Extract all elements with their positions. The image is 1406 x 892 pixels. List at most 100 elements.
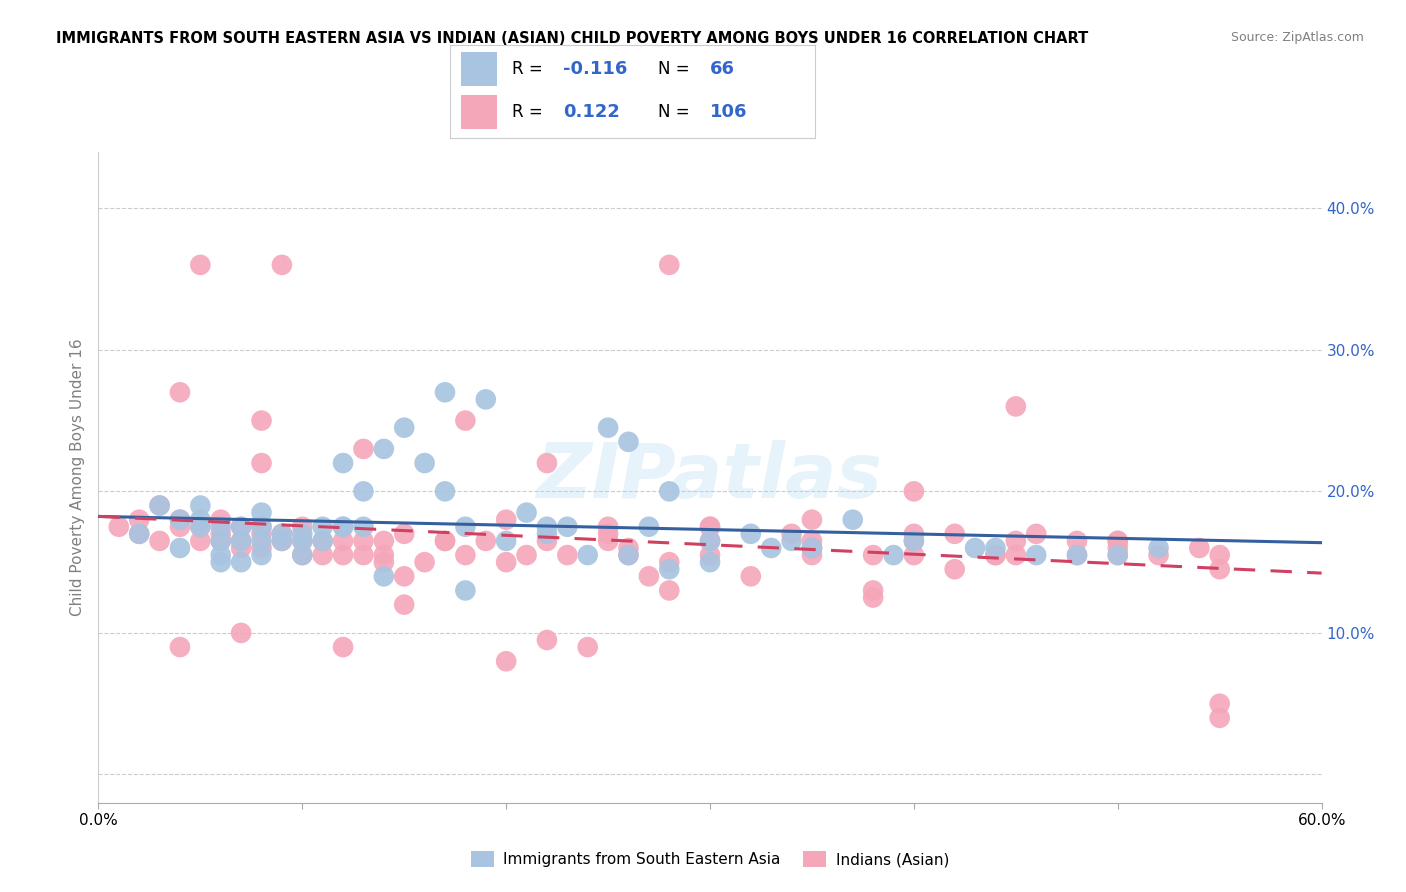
Point xyxy=(209,533,232,548)
Point xyxy=(128,513,150,527)
Point xyxy=(903,526,925,541)
Point xyxy=(250,548,273,562)
Point xyxy=(312,533,335,548)
Point xyxy=(536,633,558,648)
Point xyxy=(392,598,416,612)
Point xyxy=(761,541,783,555)
Point xyxy=(576,548,599,562)
Point xyxy=(312,533,335,548)
Point xyxy=(231,520,253,534)
Point xyxy=(454,520,477,534)
Point xyxy=(1066,548,1088,562)
Point xyxy=(1107,548,1129,562)
Point xyxy=(291,533,314,548)
Point xyxy=(943,526,966,541)
Point xyxy=(108,520,131,534)
Point xyxy=(780,526,803,541)
Point xyxy=(903,548,925,562)
Point xyxy=(169,385,191,400)
Point xyxy=(658,562,681,576)
Text: IMMIGRANTS FROM SOUTH EASTERN ASIA VS INDIAN (ASIAN) CHILD POVERTY AMONG BOYS UN: IMMIGRANTS FROM SOUTH EASTERN ASIA VS IN… xyxy=(56,31,1088,46)
Point xyxy=(862,548,884,562)
Point xyxy=(862,591,884,605)
Point xyxy=(1107,533,1129,548)
Point xyxy=(617,548,640,562)
Point xyxy=(373,442,395,456)
Point xyxy=(1188,541,1211,555)
Point xyxy=(801,541,824,555)
Point xyxy=(270,526,294,541)
Point xyxy=(392,526,416,541)
Point xyxy=(965,541,987,555)
Point xyxy=(841,513,863,527)
Point xyxy=(1004,400,1026,414)
Point xyxy=(169,541,191,555)
Point xyxy=(536,520,558,534)
Point xyxy=(169,520,191,534)
Point xyxy=(352,533,374,548)
Point xyxy=(454,414,477,428)
Text: R =: R = xyxy=(512,103,548,121)
Point xyxy=(291,526,314,541)
Point xyxy=(903,533,925,548)
Point xyxy=(699,533,721,548)
Point xyxy=(1209,548,1232,562)
Point xyxy=(1066,548,1088,562)
Text: -0.116: -0.116 xyxy=(564,60,627,78)
Point xyxy=(801,513,824,527)
Text: N =: N = xyxy=(658,60,695,78)
Point xyxy=(555,548,579,562)
Text: ZIPatlas: ZIPatlas xyxy=(537,441,883,514)
Point xyxy=(312,548,335,562)
Point xyxy=(128,526,150,541)
Point xyxy=(352,548,374,562)
Point xyxy=(373,555,395,569)
Point xyxy=(209,555,232,569)
Point xyxy=(516,548,538,562)
Point xyxy=(231,541,253,555)
Point xyxy=(495,555,517,569)
Point xyxy=(576,640,599,654)
Point xyxy=(250,533,273,548)
Point xyxy=(392,420,416,434)
Point xyxy=(373,569,395,583)
Point xyxy=(270,526,294,541)
Point xyxy=(617,434,640,449)
Point xyxy=(984,548,1007,562)
Point xyxy=(352,484,374,499)
Point xyxy=(862,583,884,598)
Point xyxy=(598,520,620,534)
Point xyxy=(332,640,354,654)
Point xyxy=(536,456,558,470)
Point xyxy=(169,513,191,527)
Point xyxy=(250,456,273,470)
Point xyxy=(1004,548,1026,562)
Point xyxy=(1066,533,1088,548)
Point xyxy=(536,533,558,548)
Point xyxy=(149,499,172,513)
Point xyxy=(637,569,661,583)
Point xyxy=(149,533,172,548)
Point xyxy=(250,414,273,428)
Point xyxy=(699,555,721,569)
FancyBboxPatch shape xyxy=(461,52,498,86)
Point xyxy=(658,555,681,569)
Point xyxy=(943,562,966,576)
Point xyxy=(231,533,253,548)
Point xyxy=(188,520,212,534)
Point xyxy=(188,520,212,534)
Text: Source: ZipAtlas.com: Source: ZipAtlas.com xyxy=(1230,31,1364,45)
Point xyxy=(209,513,232,527)
Point xyxy=(169,513,191,527)
Point xyxy=(250,541,273,555)
Point xyxy=(536,526,558,541)
Point xyxy=(291,533,314,548)
Point xyxy=(270,533,294,548)
Point xyxy=(128,526,150,541)
Point xyxy=(495,654,517,668)
Point xyxy=(474,533,498,548)
Point xyxy=(658,484,681,499)
Point xyxy=(250,506,273,520)
Text: 0.122: 0.122 xyxy=(564,103,620,121)
Point xyxy=(434,533,457,548)
